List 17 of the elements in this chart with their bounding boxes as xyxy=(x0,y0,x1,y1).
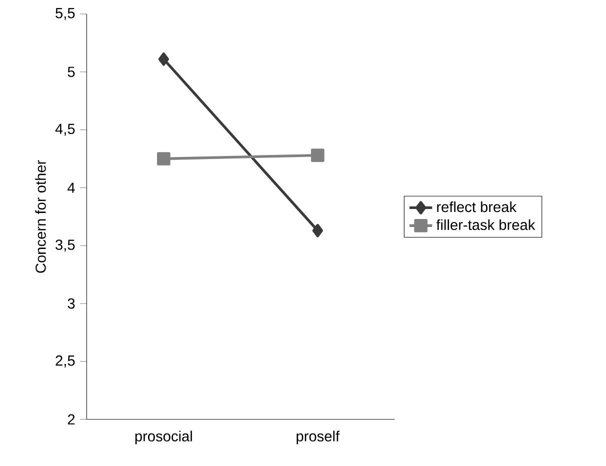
point xyxy=(158,52,169,66)
y-tick-label: 4,5 xyxy=(55,124,75,136)
x-tick-label: proself xyxy=(296,430,340,444)
point xyxy=(312,224,323,238)
y-tick-label: 2 xyxy=(68,414,75,424)
y-tick-label: 4 xyxy=(68,182,75,193)
y-tick-label: 2,5 xyxy=(56,355,75,368)
legend-label: reflect break xyxy=(437,201,517,212)
y-tick-label: 3 xyxy=(68,298,75,309)
point xyxy=(157,152,170,166)
x-tick-label: prosocial xyxy=(135,430,192,444)
y-axis-title: Concern for other xyxy=(35,160,46,273)
y-tick-label: 5,5 xyxy=(56,8,75,20)
y-tick-label: 3,5 xyxy=(56,240,75,252)
point xyxy=(311,148,324,162)
legend-label: filler-task break xyxy=(436,219,536,230)
y-tick-label: 5 xyxy=(68,66,75,77)
